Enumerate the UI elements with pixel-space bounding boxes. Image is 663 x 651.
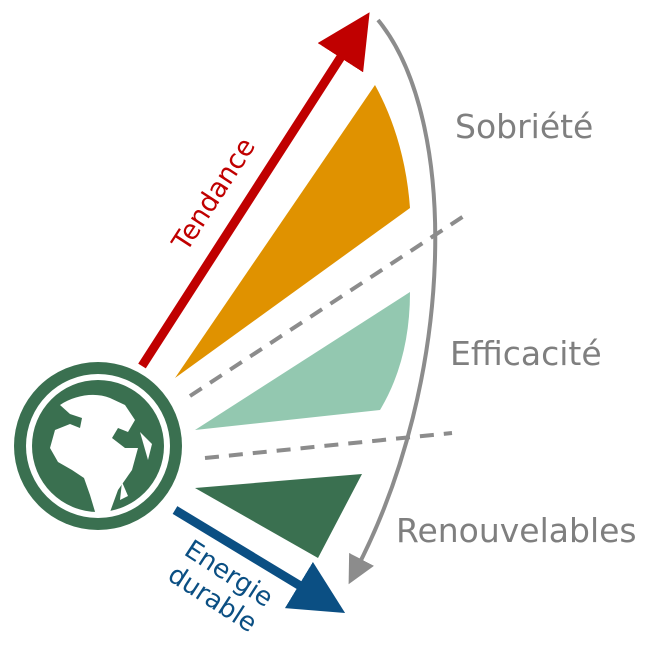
efficiency-wedge [195,292,410,430]
trend-arrow [138,12,370,369]
dashed-separator [204,431,453,460]
sustainable-label: Energie durable [162,535,278,639]
dashed-separator [188,210,472,398]
sustainable-arrow [172,506,346,613]
sobriety-label: Sobriété [455,107,593,146]
efficiency-label: Efficacité [450,334,602,373]
cycle-arrow [348,18,438,585]
sobriety-wedge [175,85,410,378]
globe-icon [14,362,182,530]
renewable-label: Renouvelables [396,511,637,550]
renewable-wedge [195,474,362,558]
